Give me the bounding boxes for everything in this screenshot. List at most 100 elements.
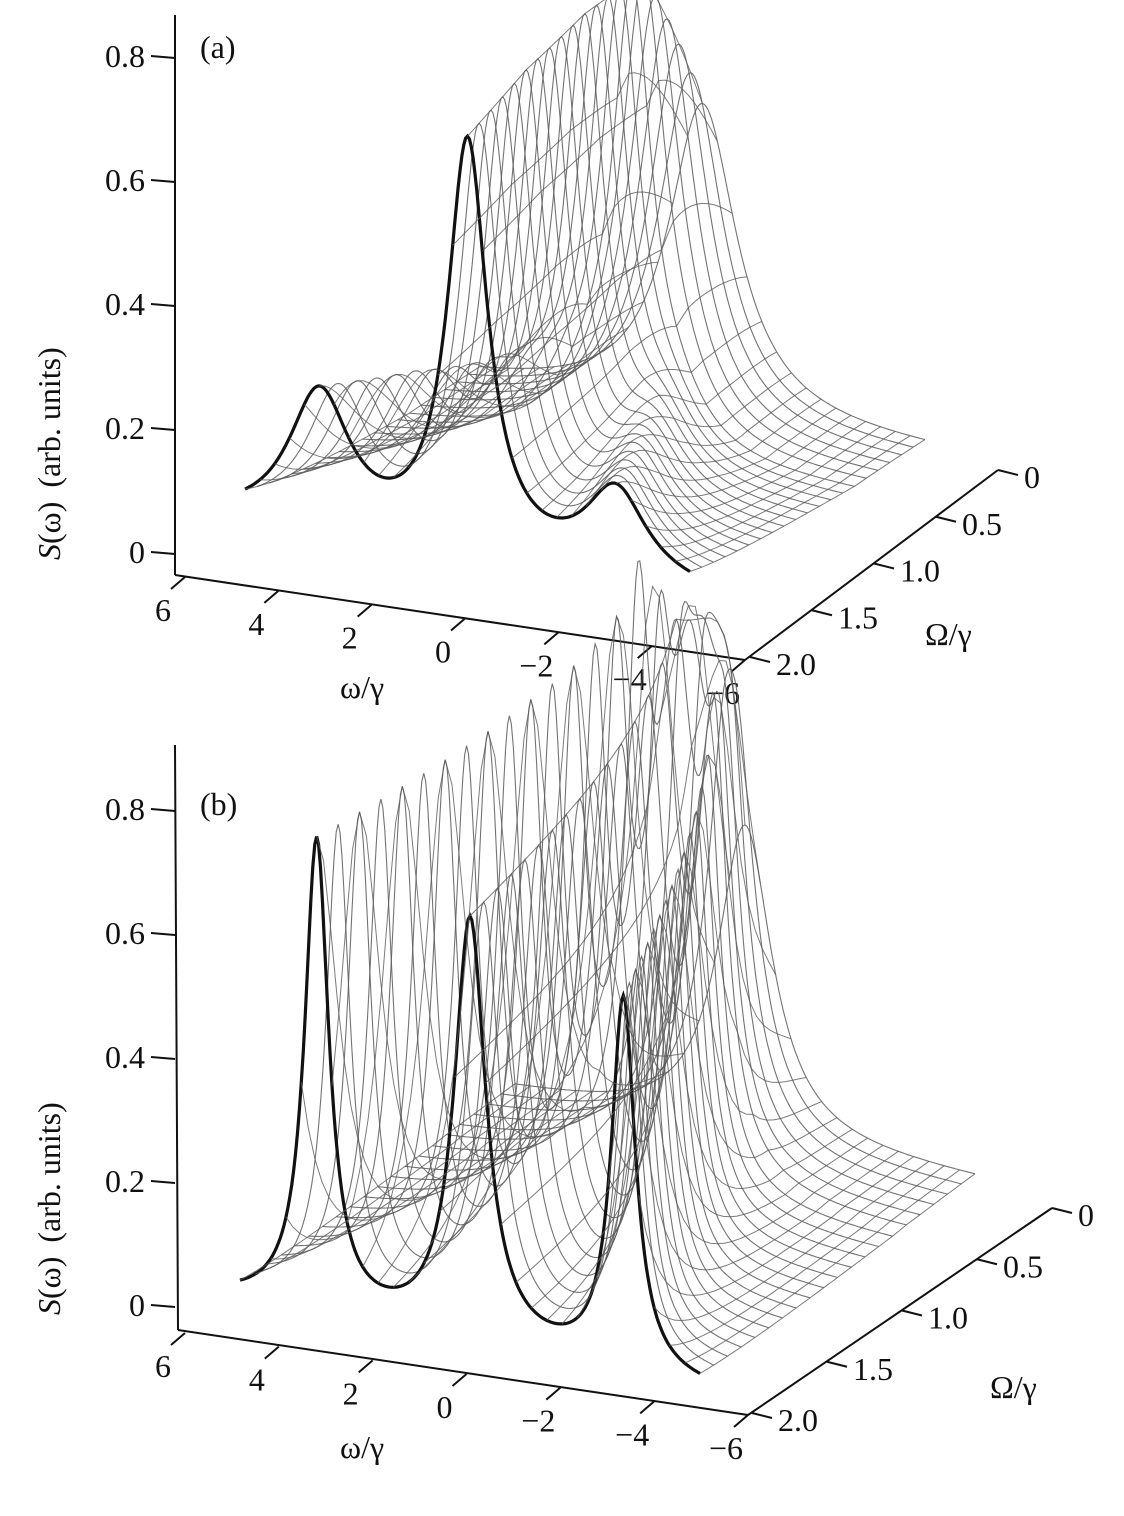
- omega-curve: [391, 683, 852, 1268]
- x-tick: [263, 590, 279, 604]
- x-tick-label: −4: [615, 1416, 649, 1452]
- w-line: [615, 414, 852, 498]
- w-line: [607, 967, 884, 1245]
- y-axis-label-a: Ω/γ: [925, 616, 972, 652]
- z-tick-label: 0.4: [105, 286, 145, 322]
- z-axis-line: [174, 744, 179, 1331]
- w-line: [362, 759, 638, 1268]
- x-tick-label: 2: [342, 620, 358, 656]
- panel-a: (a) 00.20.40.60.86 4 2 0 −2 −4 −600.51.01.52.0…: [31, 0, 1040, 711]
- y-tick-label: 0.5: [962, 506, 1002, 542]
- z-tick-label: 0.2: [105, 1163, 145, 1199]
- y-tick-label: 1.5: [853, 1351, 893, 1387]
- w-line: [600, 407, 837, 491]
- y-tick-label: 1.0: [900, 553, 940, 589]
- w-line: [669, 1165, 945, 1346]
- x-tick-label: −2: [519, 647, 553, 683]
- w-line: [255, 1085, 531, 1275]
- w-line: [622, 995, 899, 1271]
- y-tick: [811, 609, 833, 617]
- y-tick: [1051, 1207, 1073, 1214]
- y-tick-label: 0: [1078, 1197, 1094, 1233]
- z-tick: [150, 932, 176, 936]
- w-line: [511, 276, 748, 459]
- w-line: [689, 439, 926, 572]
- x-tick-label: 0: [435, 634, 451, 670]
- panel-label-a: (a): [200, 29, 236, 65]
- z-label-arg: (ω): [31, 502, 67, 544]
- axes-a: 00.20.40.60.86 4 2 0 −2 −4 −600.51.01.52.0: [105, 15, 1040, 711]
- z-tick: [150, 1304, 176, 1308]
- y-tick: [901, 1309, 923, 1317]
- w-line: [469, 617, 746, 917]
- x-tick: [357, 603, 373, 618]
- x-tick: [543, 631, 559, 646]
- z-tick-label: 0: [129, 534, 145, 570]
- w-line: [392, 699, 669, 1288]
- x-axis-line: [174, 574, 746, 661]
- w-line: [570, 387, 807, 517]
- w-line: [285, 1088, 562, 1241]
- panel-label-b: (b): [200, 786, 237, 822]
- y-tick-label: 1.0: [928, 1300, 968, 1336]
- w-line: [407, 301, 644, 469]
- x-tick-label: 4: [248, 606, 264, 642]
- y-tick: [935, 515, 957, 523]
- surface-a: [244, 0, 926, 573]
- x-tick-label: 4: [249, 1362, 265, 1398]
- z-tick-label: 0.8: [105, 38, 145, 74]
- z-label-units: (arb. units): [31, 347, 67, 487]
- w-line: [270, 1087, 546, 1260]
- x-tick: [170, 1332, 186, 1346]
- w-line: [585, 398, 822, 507]
- w-line: [675, 435, 911, 562]
- x-tick: [451, 1373, 468, 1387]
- x-tick: [639, 1400, 655, 1415]
- w-line: [437, 191, 674, 376]
- x-axis-label-a: ω/γ: [340, 669, 384, 705]
- z-axis-label-b: S(ω) (arb. units): [31, 1102, 67, 1315]
- x-tick: [637, 645, 653, 659]
- z-label-symbol: S: [31, 544, 67, 560]
- z-tick-label: 0: [129, 1287, 145, 1323]
- w-line: [438, 585, 715, 1213]
- w-line: [481, 79, 718, 252]
- w-line: [244, 366, 481, 490]
- y-tick-label: 1.5: [838, 599, 878, 635]
- axes-b: 0 0.2 0.4 0.6 0.8 6 4 2 0 −2 −4 −6 0 0.5 1.0 1.5 2.0: [105, 744, 1094, 1466]
- w-line: [576, 913, 853, 1318]
- w-line: [467, 0, 703, 137]
- x-tick-label: 0: [437, 1389, 453, 1425]
- x-tick-label: −6: [709, 1430, 743, 1466]
- z-label-symbol: S: [31, 1299, 67, 1315]
- z-tick-label: 0.8: [105, 791, 145, 827]
- y-tick: [749, 656, 771, 663]
- z-tick-label: 0.6: [105, 915, 145, 951]
- w-line: [319, 366, 555, 439]
- w-line: [331, 811, 608, 1181]
- x-axis-line: [177, 1329, 749, 1416]
- y-tick: [751, 1412, 773, 1419]
- x-axis-label-b: ω/γ: [340, 1429, 384, 1465]
- z-label-units: (arb. units): [31, 1102, 67, 1242]
- w-line: [422, 261, 659, 441]
- y-tick-label: 0: [1024, 459, 1040, 495]
- x-tick: [545, 1386, 561, 1401]
- w-line: [684, 1169, 960, 1364]
- x-tick: [264, 1345, 280, 1360]
- w-line: [348, 359, 585, 439]
- y-tick-label: 0.5: [1003, 1248, 1043, 1284]
- y-axis-label-b: Ω/γ: [990, 1369, 1037, 1405]
- w-line: [484, 659, 761, 1084]
- x-tick: [733, 1414, 749, 1428]
- z-label-arg: (ω): [31, 1257, 67, 1299]
- w-line: [378, 343, 614, 476]
- w-line: [699, 1173, 976, 1374]
- w-line: [645, 426, 881, 531]
- surface-b: [239, 560, 976, 1375]
- y-tick: [826, 1360, 848, 1368]
- z-tick: [150, 551, 176, 555]
- w-line: [496, 202, 733, 388]
- x-tick-label: 6: [155, 1348, 171, 1384]
- front-curve: [239, 836, 701, 1375]
